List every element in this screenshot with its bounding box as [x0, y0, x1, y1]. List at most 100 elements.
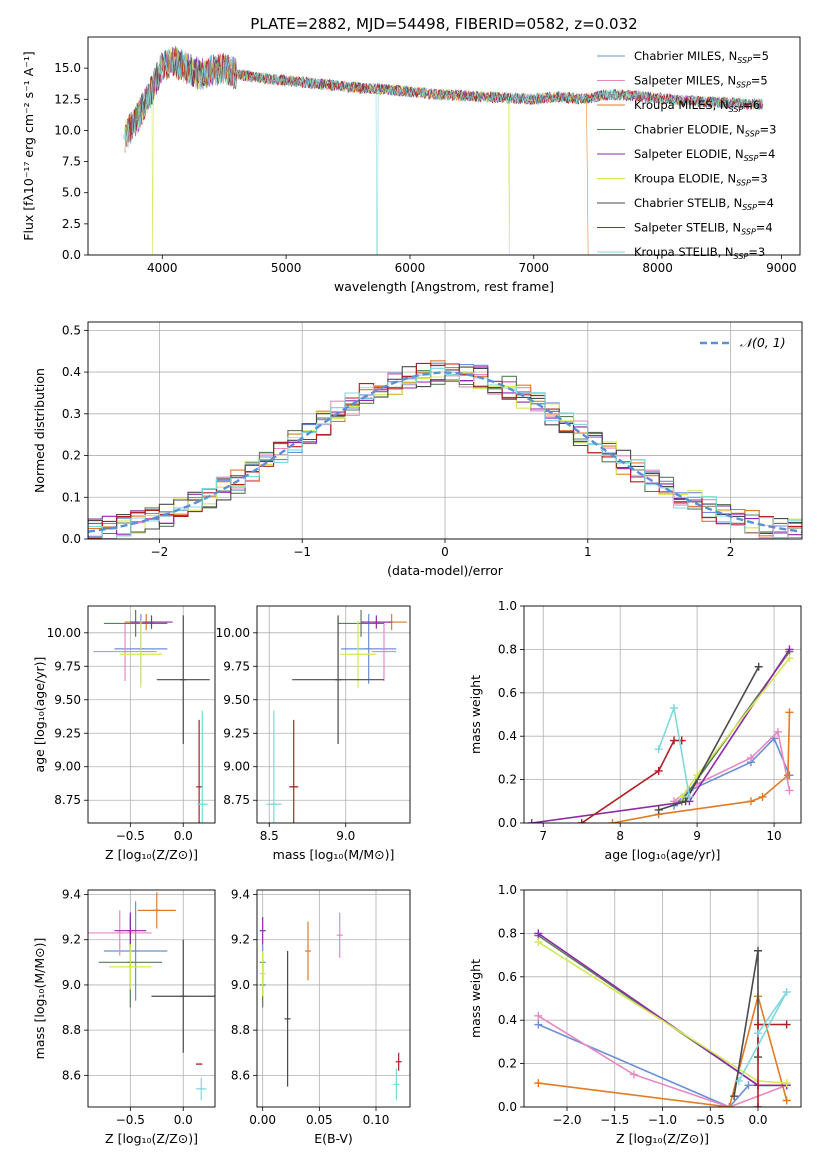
weight-marker	[785, 708, 794, 717]
y-axis-label: mass weight	[468, 959, 483, 1038]
y-tick-label: 10.00	[47, 626, 81, 640]
weight-marker	[754, 662, 763, 671]
y-tick-label: 8.75	[54, 793, 81, 807]
weight-marker	[681, 797, 690, 806]
plot-area	[259, 912, 402, 1101]
x-tick-label: 7	[539, 829, 547, 843]
y-tick-label: 9.50	[223, 693, 250, 707]
legend-value: =4	[756, 221, 773, 235]
axes-frame	[523, 889, 802, 1108]
legend-value: =6	[743, 98, 760, 112]
axes-frame	[256, 889, 411, 1108]
y-tick-label: 0.3	[62, 407, 81, 421]
spectrum-line-8	[122, 47, 763, 255]
weight-marker	[654, 766, 663, 775]
weight-series-5	[681, 657, 791, 798]
y-tick-label: 8.8	[62, 1023, 81, 1037]
y-tick-label: 0.1	[62, 490, 81, 504]
axes-frame	[87, 889, 216, 1108]
x-tick-label: −2	[151, 545, 169, 559]
y-tick-label: 8.6	[62, 1068, 81, 1082]
weight-marker	[754, 1029, 763, 1038]
legend-subscript: SSP	[745, 130, 760, 139]
axes-frame	[256, 605, 411, 824]
weight-marker	[677, 792, 686, 801]
x-tick-label: 8.5	[260, 829, 279, 843]
y-tick-label: 9.4	[231, 888, 250, 902]
y-tick-label: 0.0	[498, 1100, 517, 1114]
x-tick-label: −0.5	[696, 1113, 725, 1127]
plot-area	[93, 610, 210, 823]
y-tick-label: 0.0	[62, 532, 81, 546]
y-tick-label: 12.5	[54, 92, 81, 106]
legend-entry: Chabrier MILES, NSSP=5	[634, 49, 769, 65]
legend-subscript: SSP	[744, 154, 759, 163]
x-tick-label: 10	[766, 829, 781, 843]
y-tick-label: 10.00	[216, 626, 250, 640]
weight-marker	[782, 987, 791, 996]
panel-weight-vs-age: 7 8 9 10 0.0 0.2 0.4 0.6 0.8 1.0 age [log₁₀(age/yr…	[468, 599, 802, 862]
legend-subscript: SSP	[737, 56, 752, 65]
legend-subscript: SSP	[729, 105, 744, 114]
legend-subscript: SSP	[741, 228, 756, 237]
plot-area	[266, 610, 407, 823]
legend-entry: 𝒩(0, 1)	[740, 335, 786, 350]
weight-marker	[783, 771, 792, 780]
axes-frame	[87, 36, 801, 256]
axes-frame	[87, 605, 216, 824]
legend-value: =4	[757, 196, 774, 210]
legend-entry: Kroupa ELODIE, NSSP=3	[634, 172, 768, 188]
weight-marker	[782, 1020, 791, 1029]
weight-marker	[654, 745, 663, 754]
x-tick-label: −1	[293, 545, 311, 559]
weight-marker	[746, 797, 755, 806]
weight-series-2	[612, 712, 791, 823]
weight-series-8	[657, 704, 691, 798]
panel-mass-vs-ebv: 0.00 0.05 0.10 8.6 8.8 9.0 9.2 9.4 E(B-V)	[231, 888, 411, 1146]
weight-marker	[670, 703, 679, 712]
axes-frame	[87, 321, 803, 540]
x-tick-label: 0	[441, 545, 449, 559]
y-tick-label: 9.50	[54, 693, 81, 707]
weight-marker	[773, 727, 782, 736]
y-tick-label: 9.0	[231, 978, 250, 992]
x-axis-label: Z [log₁₀(Z/Z⊙)]	[105, 847, 198, 862]
weight-marker	[725, 1103, 734, 1107]
weight-marker	[746, 753, 755, 762]
x-tick-label: −0.5	[116, 829, 145, 843]
y-tick-label: 8.8	[231, 1023, 250, 1037]
y-tick-label: 8.75	[223, 793, 250, 807]
weight-marker	[730, 1092, 739, 1101]
y-tick-label: 9.4	[62, 888, 81, 902]
plot-area	[88, 892, 215, 1101]
plot-area	[534, 929, 791, 1107]
weight-marker	[685, 792, 694, 801]
x-tick-label: 5000	[271, 261, 302, 275]
y-axis-label: Flux [fλ10⁻¹⁷ erg cm⁻² s⁻¹ A⁻¹]	[21, 51, 36, 240]
x-tick-label: 8	[616, 829, 624, 843]
x-tick-label: 9.0	[336, 829, 355, 843]
legend-value: =5	[752, 49, 769, 63]
weight-marker	[785, 786, 794, 795]
legend-value: =3	[748, 245, 765, 259]
weight-marker	[734, 1076, 743, 1085]
weight-marker	[534, 938, 543, 947]
y-axis-label: mass weight	[468, 675, 483, 754]
y-tick-label: 0.8	[498, 926, 517, 940]
x-tick-label: −1.0	[648, 1113, 677, 1127]
y-tick-label: 0.4	[498, 729, 517, 743]
legend-value: =4	[758, 147, 775, 161]
y-tick-label: 2.5	[62, 217, 81, 231]
y-tick-label: 7.5	[62, 155, 81, 169]
y-tick-label: 15.0	[54, 61, 81, 75]
plot-area	[122, 46, 763, 255]
x-tick-label: 0.0	[174, 829, 193, 843]
x-tick-label: 6000	[395, 261, 426, 275]
x-tick-label: 7000	[519, 261, 550, 275]
weight-marker	[670, 736, 679, 745]
y-tick-label: 0.0	[498, 816, 517, 830]
y-tick-label: 9.75	[54, 659, 81, 673]
legend-value: =3	[751, 172, 768, 186]
residual-histogram-8	[88, 367, 802, 539]
